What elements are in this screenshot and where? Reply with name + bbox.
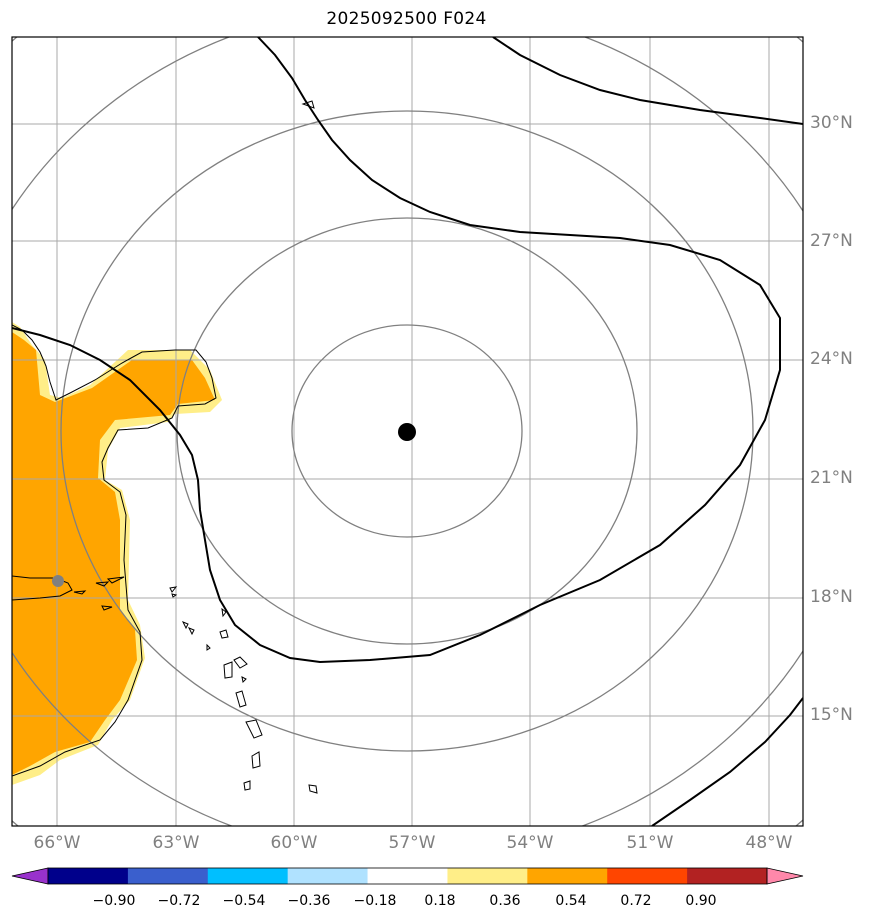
lon-label-66w: 66°W bbox=[33, 833, 81, 853]
colorbar-segment bbox=[207, 868, 289, 884]
colorbar-segment bbox=[287, 868, 369, 884]
lat-label-15n: 15°N bbox=[810, 705, 853, 725]
colorbar-segment bbox=[367, 868, 448, 884]
colorbar bbox=[11, 867, 804, 885]
contour-lines bbox=[12, 37, 803, 826]
colorbar-tick: −0.90 bbox=[92, 893, 136, 909]
lon-label-48w: 48°W bbox=[745, 833, 793, 853]
map-plot bbox=[11, 36, 804, 827]
colorbar-segment bbox=[127, 868, 209, 884]
storm-center-marker bbox=[398, 423, 416, 441]
range-rings bbox=[12, 37, 803, 826]
gridlines bbox=[12, 37, 803, 826]
lon-label-51w: 51°W bbox=[626, 833, 674, 853]
lat-label-24n: 24°N bbox=[810, 349, 853, 369]
colorbar-tick: 0.18 bbox=[424, 893, 456, 909]
colorbar-tick: 0.72 bbox=[620, 893, 652, 909]
colorbar-tick: 0.36 bbox=[489, 893, 521, 909]
colorbar-tick: −0.18 bbox=[353, 893, 397, 909]
colorbar-tick: −0.36 bbox=[287, 893, 331, 909]
field-fill bbox=[12, 332, 215, 775]
lon-label-54w: 54°W bbox=[506, 833, 554, 853]
colorbar-tick: 0.90 bbox=[685, 893, 717, 909]
lat-label-30n: 30°N bbox=[810, 113, 853, 133]
map-title: 2025092500 F024 bbox=[326, 9, 487, 29]
lat-label-18n: 18°N bbox=[810, 587, 853, 607]
colorbar-extend-high bbox=[766, 867, 804, 885]
colorbar-tick: −0.54 bbox=[222, 893, 266, 909]
lon-label-63w: 63°W bbox=[152, 833, 200, 853]
colorbar-outline bbox=[47, 867, 768, 885]
colorbar-segment bbox=[527, 868, 608, 884]
colorbar-segment bbox=[607, 868, 688, 884]
lon-label-57w: 57°W bbox=[388, 833, 436, 853]
lon-label-60w: 60°W bbox=[270, 833, 318, 853]
colorbar-tick: 0.54 bbox=[555, 893, 587, 909]
map-frame bbox=[11, 36, 804, 827]
colorbar-segment bbox=[447, 868, 528, 884]
lat-label-21n: 21°N bbox=[810, 468, 853, 488]
colorbar-tick: −0.72 bbox=[157, 893, 201, 909]
colorbar-segment bbox=[687, 868, 768, 884]
colorbar-extend-low bbox=[11, 867, 49, 885]
station-marker bbox=[52, 575, 64, 587]
lat-label-27n: 27°N bbox=[810, 231, 853, 251]
colorbar-segment bbox=[48, 868, 129, 884]
